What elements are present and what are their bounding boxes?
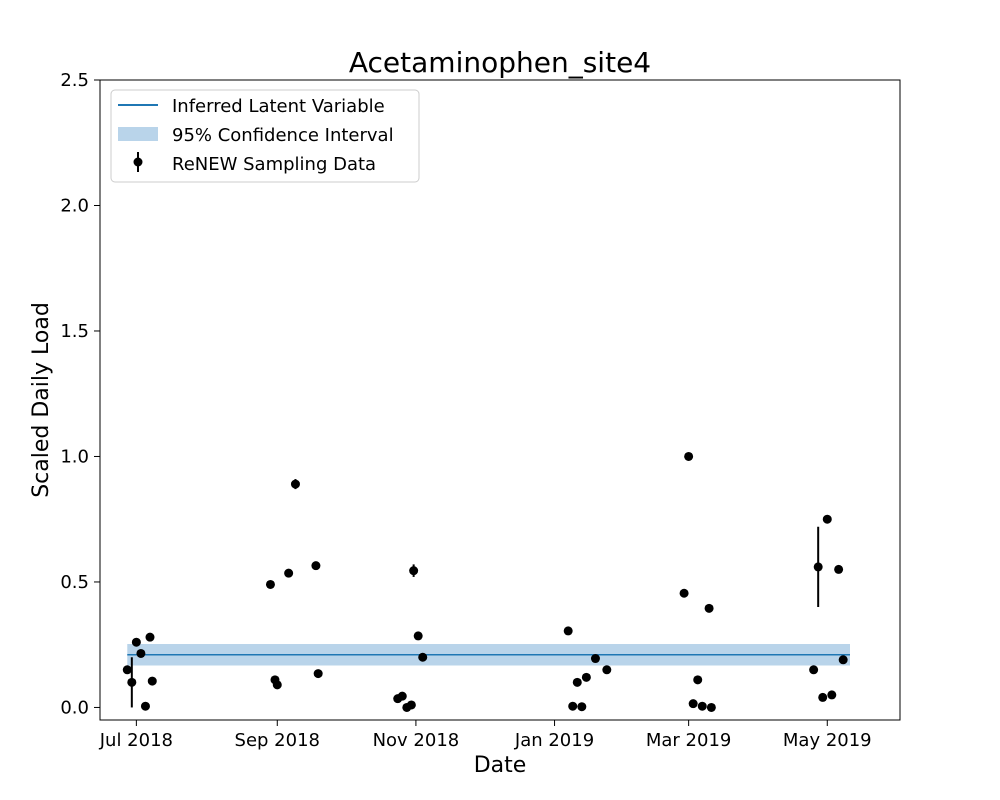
data-point <box>838 655 848 665</box>
data-point <box>290 479 300 489</box>
data-point <box>590 654 600 664</box>
legend-band-swatch <box>118 127 158 141</box>
data-point <box>706 702 716 712</box>
y-tick-label: 2.0 <box>60 195 89 216</box>
data-point <box>572 677 582 687</box>
legend-point-swatch <box>133 157 143 167</box>
legend-label-latent: Inferred Latent Variable <box>172 96 385 117</box>
legend-label-data: ReNEW Sampling Data <box>172 154 376 175</box>
data-point <box>693 675 703 685</box>
y-axis: 0.0 0.5 1.0 1.5 2.0 2.5 <box>60 70 100 718</box>
data-point <box>122 665 132 675</box>
plot-area <box>99 79 901 721</box>
x-tick-label: Mar 2019 <box>646 730 732 751</box>
data-point <box>602 665 612 675</box>
data-point <box>127 677 137 687</box>
data-point <box>136 648 146 658</box>
data-point <box>284 568 294 578</box>
data-point <box>679 588 689 598</box>
data-point <box>577 702 587 712</box>
legend: Inferred Latent Variable 95% Confidence … <box>110 89 420 183</box>
data-point <box>131 637 141 647</box>
x-axis-title: Date <box>474 753 527 778</box>
y-tick-label: 0.0 <box>60 697 89 718</box>
data-point <box>147 676 157 686</box>
data-point <box>272 680 282 690</box>
data-point <box>834 564 844 574</box>
data-point <box>809 665 819 675</box>
data-point <box>413 631 423 641</box>
x-axis: Jul 2018 Sep 2018 Nov 2018 Jan 2019 Mar 2019… <box>99 720 872 751</box>
legend-label-ci: 95% Confidence Interval <box>172 125 394 146</box>
data-point <box>827 690 837 700</box>
data-point <box>697 701 707 711</box>
data-point <box>822 514 832 524</box>
y-tick-label: 1.5 <box>60 321 89 342</box>
x-tick-label: Jul 2018 <box>99 730 173 751</box>
data-point <box>397 691 407 701</box>
data-point <box>581 672 591 682</box>
data-point <box>265 579 275 589</box>
data-point <box>684 451 694 461</box>
chart-title: Acetaminophen_site4 <box>349 46 651 79</box>
x-tick-label: Jan 2019 <box>514 730 594 751</box>
data-point <box>409 566 419 576</box>
data-point <box>813 562 823 572</box>
x-tick-label: Sep 2018 <box>235 730 320 751</box>
data-point <box>418 652 428 662</box>
sampling-points-layer <box>122 451 848 712</box>
legend-box <box>110 89 420 183</box>
plot-frame <box>99 79 901 721</box>
data-point <box>704 603 714 613</box>
data-point <box>568 701 578 711</box>
y-axis-title: Scaled Daily Load <box>29 302 54 498</box>
data-point <box>311 561 321 571</box>
y-tick-label: 0.5 <box>60 572 89 593</box>
data-point <box>406 700 416 710</box>
data-point <box>140 701 150 711</box>
data-point <box>563 626 573 636</box>
data-point <box>818 692 828 702</box>
x-tick-label: Nov 2018 <box>373 730 460 751</box>
data-point <box>313 669 323 679</box>
y-tick-label: 1.0 <box>60 446 89 467</box>
y-tick-label: 2.5 <box>60 70 89 91</box>
data-point <box>688 699 698 709</box>
data-point <box>145 632 155 642</box>
x-tick-label: May 2019 <box>783 730 872 751</box>
